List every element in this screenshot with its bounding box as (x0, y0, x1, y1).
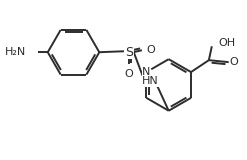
Text: O: O (146, 45, 155, 55)
Text: H₂N: H₂N (5, 47, 26, 57)
Text: OH: OH (219, 38, 236, 48)
Text: HN: HN (142, 76, 158, 87)
Text: O: O (125, 69, 133, 79)
Text: O: O (229, 57, 238, 67)
Text: S: S (125, 46, 133, 59)
Text: N: N (142, 67, 151, 77)
